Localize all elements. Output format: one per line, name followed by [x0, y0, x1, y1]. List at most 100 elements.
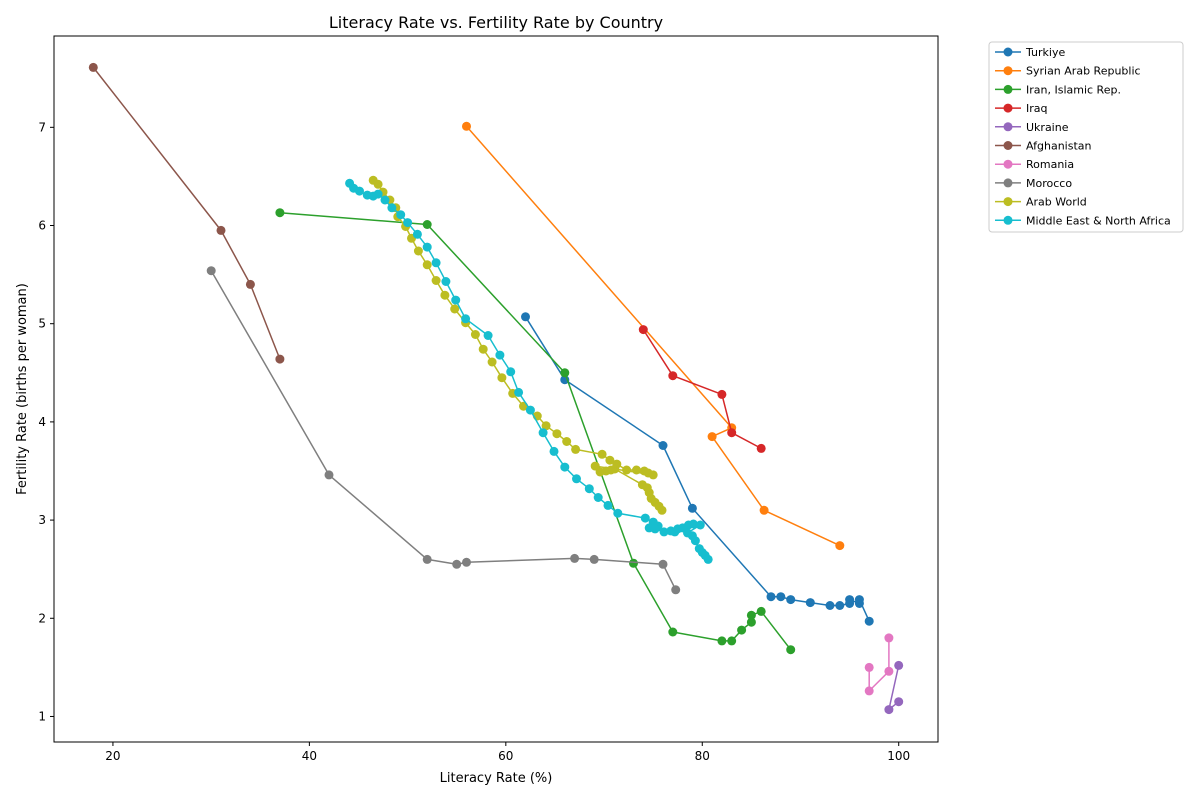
- data-point: [541, 421, 551, 431]
- legend-box: [988, 41, 1184, 233]
- data-point: [746, 610, 756, 620]
- series-6: [864, 633, 894, 696]
- series-line: [279, 211, 792, 651]
- data-point: [589, 554, 599, 564]
- data-point: [825, 601, 835, 610]
- x-axis: 20 40 60 80 100: [105, 742, 910, 763]
- data-point: [657, 505, 667, 515]
- data-point: [412, 229, 422, 239]
- data-point: [275, 354, 285, 364]
- data-point: [470, 330, 480, 339]
- data-point: [884, 666, 894, 676]
- chart-title: Literacy Rate vs. Fertility Rate by Coun…: [329, 13, 663, 32]
- data-point: [864, 686, 874, 696]
- data-point: [659, 527, 669, 537]
- data-point: [245, 279, 255, 289]
- data-point: [727, 428, 737, 438]
- legend-swatch-marker: [1003, 141, 1013, 150]
- legend-item: Syrian Arab Republic: [995, 65, 1141, 78]
- data-point: [451, 295, 461, 305]
- legend-label: Turkiye: [1025, 46, 1065, 59]
- data-point: [88, 62, 98, 72]
- series-8: [368, 175, 667, 515]
- data-point: [487, 357, 497, 367]
- data-point: [324, 470, 334, 480]
- data-point: [590, 461, 600, 471]
- legend-item: Iraq: [995, 102, 1048, 115]
- data-point: [894, 660, 904, 670]
- legend-swatch-marker: [1003, 215, 1013, 225]
- data-point: [497, 373, 507, 383]
- data-point: [584, 484, 594, 494]
- series-2: [275, 208, 796, 655]
- data-point: [658, 559, 668, 569]
- data-point: [638, 325, 648, 335]
- data-point: [835, 541, 845, 551]
- data-point: [835, 601, 845, 610]
- y-tick-label: 2: [38, 611, 46, 625]
- series-4: [884, 660, 904, 715]
- data-point: [462, 557, 471, 567]
- data-point: [560, 368, 570, 378]
- data-point: [387, 203, 397, 213]
- data-point: [483, 331, 493, 340]
- data-point: [786, 645, 796, 655]
- series-layer: [88, 62, 904, 715]
- data-point: [671, 585, 681, 595]
- data-point: [514, 387, 524, 397]
- legend-label: Afghanistan: [1026, 140, 1092, 153]
- data-point: [658, 441, 668, 450]
- data-point: [562, 437, 572, 446]
- data-point: [776, 592, 786, 602]
- data-point: [703, 554, 713, 564]
- data-point: [864, 616, 874, 626]
- data-point: [632, 465, 641, 475]
- y-tick-label: 3: [38, 513, 46, 527]
- legend-item: Afghanistan: [995, 140, 1092, 153]
- x-tick-label: 20: [105, 749, 120, 763]
- legend-label: Middle East & North Africa: [1026, 214, 1171, 227]
- data-point: [717, 636, 727, 646]
- series-5: [88, 62, 285, 364]
- data-point: [373, 179, 383, 189]
- data-point: [570, 553, 580, 563]
- series-1: [462, 121, 845, 551]
- data-point: [521, 312, 530, 322]
- data-point: [640, 513, 650, 523]
- data-point: [894, 697, 904, 707]
- series-line: [92, 66, 281, 360]
- data-point: [431, 258, 441, 268]
- x-tick-label: 80: [695, 749, 710, 763]
- data-point: [462, 121, 471, 131]
- legend-label: Iraq: [1026, 102, 1048, 115]
- series-3: [638, 325, 766, 453]
- data-point: [605, 455, 615, 465]
- data-point: [275, 208, 285, 218]
- data-point: [854, 595, 864, 605]
- x-axis-label: Literacy Rate (%): [440, 771, 553, 786]
- legend-item: Ukraine: [995, 121, 1069, 134]
- data-point: [695, 520, 705, 530]
- data-point: [650, 524, 660, 534]
- series-line: [868, 637, 890, 692]
- series-9: [345, 178, 713, 564]
- series-line: [210, 270, 677, 591]
- legend-item: Iran, Islamic Rep.: [995, 83, 1121, 96]
- data-point: [597, 449, 607, 459]
- data-point: [746, 617, 756, 627]
- data-point: [538, 428, 548, 438]
- legend-label: Syrian Arab Republic: [1026, 65, 1141, 78]
- data-point: [648, 470, 658, 480]
- legend-item: Morocco: [995, 177, 1072, 190]
- data-point: [668, 627, 678, 637]
- plot-area: [53, 35, 939, 743]
- legend-label: Romania: [1026, 158, 1074, 171]
- data-point: [216, 225, 226, 235]
- data-point: [461, 314, 471, 324]
- y-tick-label: 6: [38, 219, 46, 233]
- data-point: [422, 554, 432, 564]
- data-point: [206, 266, 216, 276]
- data-point: [422, 242, 432, 252]
- data-point: [759, 505, 769, 515]
